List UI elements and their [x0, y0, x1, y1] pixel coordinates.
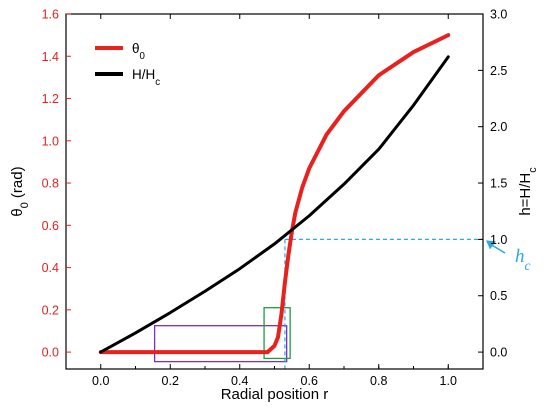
y-left-tick-label: 0.0: [42, 346, 59, 360]
x-tick-label: 0.2: [162, 374, 179, 388]
annotation-layer: hc: [153, 238, 531, 369]
y-left-tick-label: 0.4: [42, 261, 59, 275]
annotation-box-1: [153, 325, 288, 363]
y-right-tick-label: 0.5: [490, 289, 507, 303]
hc-arrow-head: [486, 240, 496, 250]
series-layer: [98, 33, 451, 355]
theta0-line: [98, 33, 451, 355]
y-right-tick-label: 1.0: [490, 233, 507, 247]
plot-frame: [65, 13, 484, 370]
y-left-tick-label: 0.6: [42, 219, 59, 233]
y-right-tick-label: 2.5: [490, 64, 507, 78]
y-left-tick-label: 1.4: [42, 50, 59, 64]
y-right-tick-label: 1.5: [490, 177, 507, 191]
axes-layer: 0.0 0.2 0.4 0.6 0.8 1.0 0.0 0.2 0.4 0.6 0.8 1.0 1.2 1…: [9, 8, 539, 404]
x-tick-label: 1.0: [440, 374, 457, 388]
x-axis-title: Radial position r: [221, 386, 329, 403]
y-left-tick-label: 1.0: [42, 134, 59, 148]
annotation-box-2: [263, 307, 291, 360]
y-left-tick-label: 1.6: [42, 8, 59, 22]
hc-label: hc: [515, 246, 531, 273]
x-tick-label: 0.4: [231, 374, 248, 388]
legend-label-2: H/Hc: [132, 67, 160, 88]
y-left-axis-title: θ0 (rad): [9, 166, 31, 216]
x-tick-label: 0.6: [301, 374, 318, 388]
x-tick-label: 0.8: [370, 374, 387, 388]
y-left-tick-label: 0.8: [42, 177, 59, 191]
x-tick-label: 0.0: [92, 374, 109, 388]
y-left-tick-label: 1.2: [42, 92, 59, 106]
y-right-axis-title: h=H/Hc: [517, 167, 539, 216]
y-right-tick-label: 3.0: [490, 8, 507, 22]
legend: θ0 H/Hc: [95, 41, 160, 88]
field-ratio-line: [99, 55, 450, 354]
y-right-tick-label: 2.0: [490, 120, 507, 134]
y-left-tick-label: 0.2: [42, 303, 59, 317]
y-right-tick-label: 0.0: [490, 346, 507, 360]
legend-label-1: θ0: [132, 41, 146, 62]
